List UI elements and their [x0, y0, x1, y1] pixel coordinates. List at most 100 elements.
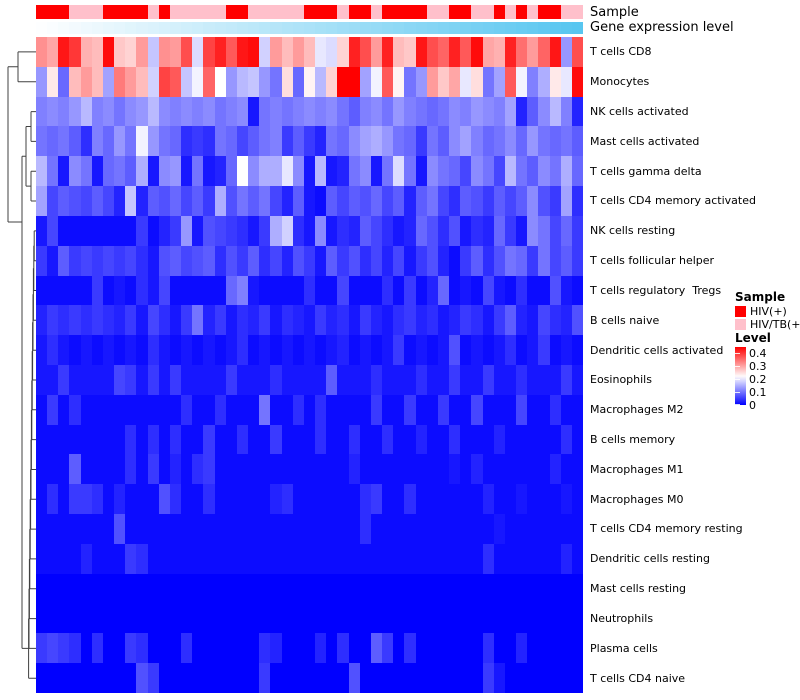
heatmap-cell — [370, 66, 383, 97]
heatmap-cell — [538, 305, 550, 336]
heatmap-cell — [560, 66, 572, 97]
heatmap-cell — [270, 335, 282, 365]
heatmap-cell — [303, 603, 316, 634]
heatmap-cell — [549, 603, 561, 634]
heatmap-cell — [348, 245, 360, 276]
heatmap-cell — [303, 454, 316, 485]
sample-annotation-cell — [393, 5, 405, 19]
heatmap-cell — [449, 305, 461, 336]
heatmap-cell — [147, 543, 159, 574]
heatmap-cell — [359, 66, 371, 97]
heatmap-cell — [471, 394, 483, 425]
heatmap-cell — [58, 126, 70, 157]
heatmap-cell — [47, 156, 59, 187]
heatmap-cell — [225, 663, 237, 693]
heatmap-cell — [214, 37, 226, 67]
legend-sample-title: Sample — [735, 290, 786, 304]
heatmap-cell — [292, 514, 304, 544]
heatmap-cell — [549, 394, 561, 425]
heatmap-cell — [181, 96, 193, 127]
heatmap-cell — [125, 156, 137, 187]
heatmap-cell — [415, 215, 427, 246]
heatmap-cell — [69, 573, 81, 604]
heatmap-cell — [460, 543, 472, 574]
heatmap-cell — [225, 633, 237, 664]
heatmap-cell — [158, 484, 170, 515]
heatmap-cell — [147, 305, 159, 336]
heatmap-cell — [292, 633, 304, 664]
heatmap-cell — [359, 484, 371, 515]
sample-annotation-cell — [236, 5, 249, 19]
heatmap-cell — [527, 66, 539, 97]
heatmap-cell — [80, 484, 92, 515]
heatmap-cell — [259, 394, 271, 425]
heatmap-cell — [549, 37, 561, 67]
heatmap-cell — [292, 573, 304, 604]
heatmap-cell — [493, 156, 505, 187]
heatmap-cell — [471, 66, 483, 97]
heatmap-cell — [493, 275, 505, 306]
heatmap-cell — [437, 126, 450, 157]
row-label: T cells CD4 memory resting — [590, 522, 743, 536]
heatmap-cell — [337, 514, 349, 544]
heatmap-cell — [382, 365, 394, 395]
heatmap-cell — [538, 215, 550, 246]
heatmap-cell — [147, 186, 159, 216]
heatmap-cell — [449, 186, 461, 216]
heatmap-cell — [370, 514, 383, 544]
heatmap-cell — [192, 245, 204, 276]
heatmap-cell — [337, 66, 349, 97]
heatmap-cell — [125, 126, 137, 157]
heatmap-cell — [192, 633, 204, 664]
heatmap-cell — [549, 365, 561, 395]
heatmap-cell — [504, 215, 517, 246]
heatmap-cell — [493, 573, 505, 604]
heatmap-cell — [169, 514, 182, 544]
heatmap-cell — [393, 335, 405, 365]
heatmap-cell — [91, 275, 103, 306]
sample-annotation-cell — [225, 5, 237, 19]
heatmap-cell — [415, 66, 427, 97]
heatmap-cell — [236, 156, 249, 187]
heatmap-cell — [359, 663, 371, 693]
heatmap-cell — [493, 514, 505, 544]
heatmap-cell — [91, 543, 103, 574]
heatmap-cell — [125, 573, 137, 604]
heatmap-cell — [415, 37, 427, 67]
heatmap-cell — [415, 305, 427, 336]
heatmap-cell — [460, 484, 472, 515]
heatmap-cell — [538, 543, 550, 574]
heatmap-cell — [236, 573, 249, 604]
heatmap-cell — [359, 37, 371, 67]
heatmap-cell — [125, 484, 137, 515]
heatmap-cell — [203, 663, 215, 693]
heatmap-cell — [69, 603, 81, 634]
heatmap-cell — [348, 454, 360, 485]
heatmap-cell — [527, 305, 539, 336]
heatmap-cell — [91, 96, 103, 127]
heatmap-cell — [136, 215, 148, 246]
heatmap-cell — [538, 245, 550, 276]
heatmap-cell — [147, 573, 159, 604]
heatmap-cell — [404, 245, 416, 276]
heatmap-cell — [516, 454, 528, 485]
heatmap-cell — [58, 335, 70, 365]
heatmap-cell — [382, 335, 394, 365]
heatmap-cell — [337, 394, 349, 425]
heatmap-cell — [69, 365, 81, 395]
heatmap-cell — [80, 424, 92, 455]
row-label: Plasma cells — [590, 641, 658, 655]
heatmap-cell — [259, 633, 271, 664]
sample-annotation-cell — [248, 5, 260, 19]
sample-annotation-cell — [259, 5, 271, 19]
heatmap-cell — [181, 335, 193, 365]
heatmap-cell — [460, 424, 472, 455]
heatmap-cell — [348, 126, 360, 157]
heatmap-cell — [181, 186, 193, 216]
heatmap-cell — [158, 424, 170, 455]
heatmap-cell — [426, 186, 438, 216]
legend-color-swatch — [735, 305, 746, 317]
row-label: Mast cells resting — [590, 582, 687, 596]
heatmap-cell — [493, 245, 505, 276]
heatmap-cell — [192, 37, 204, 67]
